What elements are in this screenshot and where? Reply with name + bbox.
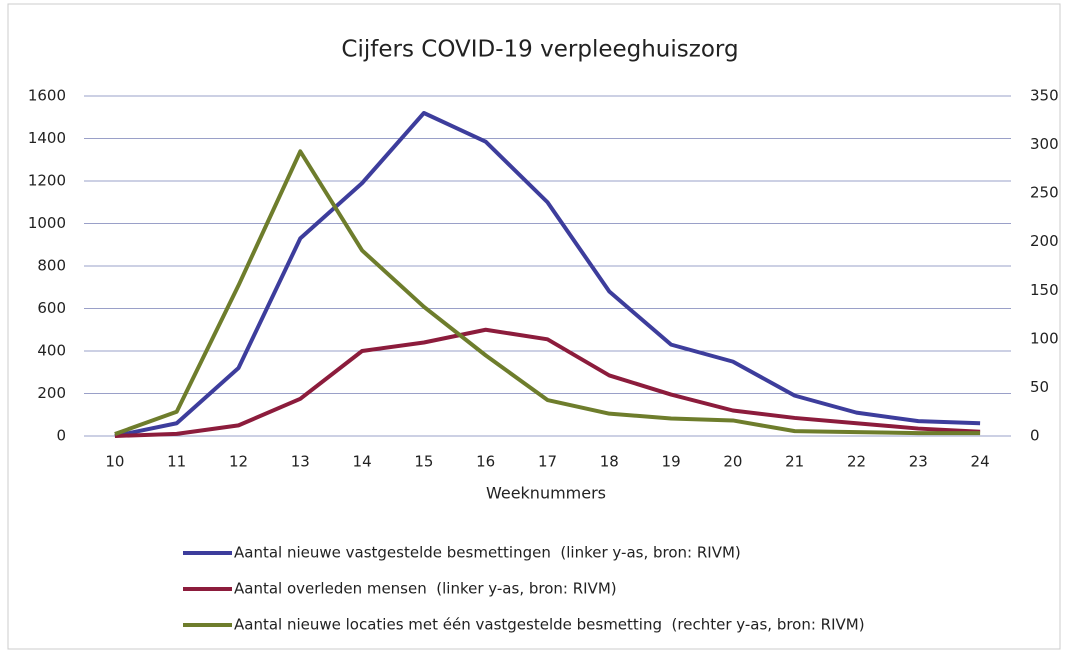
x-tick-label: 24 — [971, 453, 990, 471]
y2-tick-label: 250 — [1030, 184, 1059, 202]
y-tick-label: 1200 — [28, 172, 66, 190]
series-line — [114, 149, 981, 436]
x-tick-label: 21 — [785, 453, 804, 471]
legend-label: Aantal nieuwe vastgestelde besmettingen … — [234, 544, 741, 562]
x-tick-label: 18 — [600, 453, 619, 471]
y-tick-label: 1400 — [28, 129, 66, 147]
x-tick-label: 20 — [723, 453, 742, 471]
legend-label: Aantal nieuwe locaties met één vastgeste… — [234, 616, 865, 634]
chart-frame — [7, 3, 1061, 650]
legend-label: Aantal overleden mensen (linker y-as, br… — [234, 580, 617, 598]
x-tick-label: 23 — [909, 453, 928, 471]
x-tick-label: 19 — [662, 453, 681, 471]
x-tick-label: 16 — [476, 453, 495, 471]
y-tick-label: 600 — [37, 299, 66, 317]
x-tick-label: 15 — [414, 453, 433, 471]
y-tick-label: 400 — [37, 342, 66, 360]
x-tick-label: 13 — [291, 453, 310, 471]
chart-title: Cijfers COVID-19 verpleeghuiszorg — [341, 37, 738, 63]
y2-tick-label: 100 — [1030, 329, 1059, 347]
x-tick-label: 12 — [229, 453, 248, 471]
x-axis-label: Weeknummers — [486, 484, 606, 503]
y2-tick-label: 350 — [1030, 87, 1059, 105]
y-tick-label: 0 — [56, 427, 66, 445]
y2-tick-label: 200 — [1030, 232, 1059, 250]
series-line — [114, 327, 981, 438]
y2-tick-label: 300 — [1030, 135, 1059, 153]
y2-tick-label: 50 — [1030, 378, 1049, 396]
y2-tick-label: 0 — [1030, 427, 1040, 445]
x-tick-label: 17 — [538, 453, 557, 471]
x-tick-label: 22 — [847, 453, 866, 471]
x-tick-label: 10 — [105, 453, 124, 471]
y-tick-label: 1000 — [28, 214, 66, 232]
x-tick-label: 14 — [353, 453, 372, 471]
y-tick-label: 1600 — [28, 87, 66, 105]
y2-tick-label: 150 — [1030, 281, 1059, 299]
series-line — [114, 111, 981, 438]
y-tick-label: 200 — [37, 384, 66, 402]
y-tick-label: 800 — [37, 257, 66, 275]
x-tick-label: 11 — [167, 453, 186, 471]
